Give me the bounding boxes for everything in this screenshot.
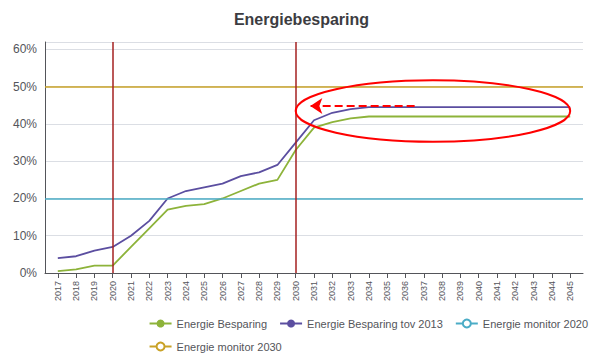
svg-text:2021: 2021: [126, 281, 136, 301]
svg-text:2041: 2041: [492, 281, 502, 301]
svg-text:2039: 2039: [455, 281, 465, 301]
svg-text:60%: 60%: [13, 42, 37, 56]
svg-text:2020: 2020: [108, 281, 118, 301]
svg-text:2022: 2022: [144, 281, 154, 301]
svg-text:2029: 2029: [272, 281, 282, 301]
svg-text:30%: 30%: [13, 154, 37, 168]
svg-text:0%: 0%: [20, 266, 38, 280]
svg-text:2036: 2036: [400, 281, 410, 301]
svg-text:2045: 2045: [565, 281, 575, 301]
svg-text:Energiebesparing: Energiebesparing: [234, 11, 369, 28]
svg-text:2038: 2038: [437, 281, 447, 301]
svg-text:2025: 2025: [199, 281, 209, 301]
svg-text:2023: 2023: [163, 281, 173, 301]
svg-text:2040: 2040: [474, 281, 484, 301]
svg-text:50%: 50%: [13, 80, 37, 94]
svg-text:Energie monitor 2020: Energie monitor 2020: [483, 318, 588, 330]
svg-text:20%: 20%: [13, 191, 37, 205]
svg-text:2024: 2024: [181, 281, 191, 301]
svg-text:2019: 2019: [89, 281, 99, 301]
svg-text:2032: 2032: [327, 281, 337, 301]
svg-text:2026: 2026: [218, 281, 228, 301]
svg-text:2034: 2034: [364, 281, 374, 301]
svg-text:2028: 2028: [254, 281, 264, 301]
svg-text:2044: 2044: [547, 281, 557, 301]
svg-text:Energie monitor 2030: Energie monitor 2030: [177, 341, 282, 353]
svg-text:2042: 2042: [510, 281, 520, 301]
svg-text:40%: 40%: [13, 117, 37, 131]
svg-text:10%: 10%: [13, 229, 37, 243]
svg-text:Energie Besparing: Energie Besparing: [177, 318, 268, 330]
svg-text:2018: 2018: [71, 281, 81, 301]
svg-text:2035: 2035: [382, 281, 392, 301]
svg-text:Energie Besparing tov 2013: Energie Besparing tov 2013: [307, 318, 443, 330]
svg-text:2031: 2031: [309, 281, 319, 301]
svg-text:2030: 2030: [291, 281, 301, 301]
svg-text:2037: 2037: [419, 281, 429, 301]
svg-text:2027: 2027: [236, 281, 246, 301]
svg-text:2043: 2043: [529, 281, 539, 301]
svg-text:2033: 2033: [346, 281, 356, 301]
svg-text:2017: 2017: [53, 281, 63, 301]
